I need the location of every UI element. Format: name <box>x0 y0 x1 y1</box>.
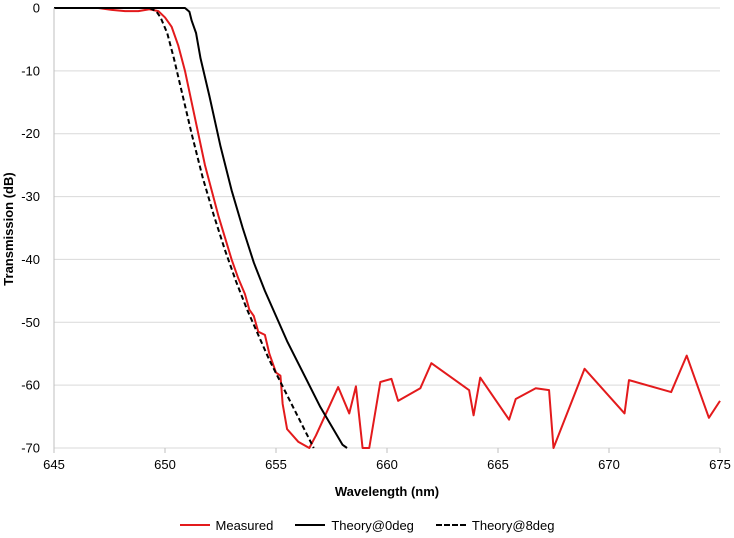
y-tick-label: -30 <box>21 189 40 204</box>
y-axis-label: Transmission (dB) <box>1 172 16 285</box>
gridlines <box>54 7 720 449</box>
legend-label: Theory@8deg <box>471 517 555 533</box>
series-line-measured <box>54 7 721 449</box>
x-tick-label: 675 <box>709 457 731 472</box>
x-tick-label: 665 <box>487 457 509 472</box>
y-tick-label: -10 <box>21 63 40 78</box>
legend-item: Theory@0deg <box>295 518 414 533</box>
y-tick-label: 0 <box>33 1 40 16</box>
x-tick-label: 650 <box>154 457 176 472</box>
legend-swatch <box>435 524 466 526</box>
y-tick-label: -60 <box>21 378 40 393</box>
x-tick-label: 670 <box>598 457 620 472</box>
legend-swatch <box>179 524 210 526</box>
x-tick-label: 660 <box>376 457 398 472</box>
legend-label: Measured <box>215 517 274 533</box>
series-line-theory-8deg <box>54 7 315 449</box>
x-axis-label: Wavelength (nm) <box>335 484 439 499</box>
chart-legend: Measured Theory@0deg Theory@8deg <box>0 512 734 538</box>
axes <box>53 8 721 453</box>
legend-item: Measured <box>179 517 274 533</box>
y-tick-label: -20 <box>21 126 40 141</box>
legend-swatch <box>295 524 326 526</box>
series-lines <box>54 7 721 449</box>
y-tick-label: -40 <box>21 252 40 267</box>
x-tick-label: 655 <box>265 457 287 472</box>
y-tick-label: -70 <box>21 441 40 456</box>
legend-label: Theory@0deg <box>331 517 414 533</box>
y-tick-label: -50 <box>21 315 40 330</box>
legend-item: Theory@8deg <box>435 517 555 533</box>
series-line-theory-0deg <box>54 7 348 449</box>
x-tick-label: 645 <box>43 457 65 472</box>
